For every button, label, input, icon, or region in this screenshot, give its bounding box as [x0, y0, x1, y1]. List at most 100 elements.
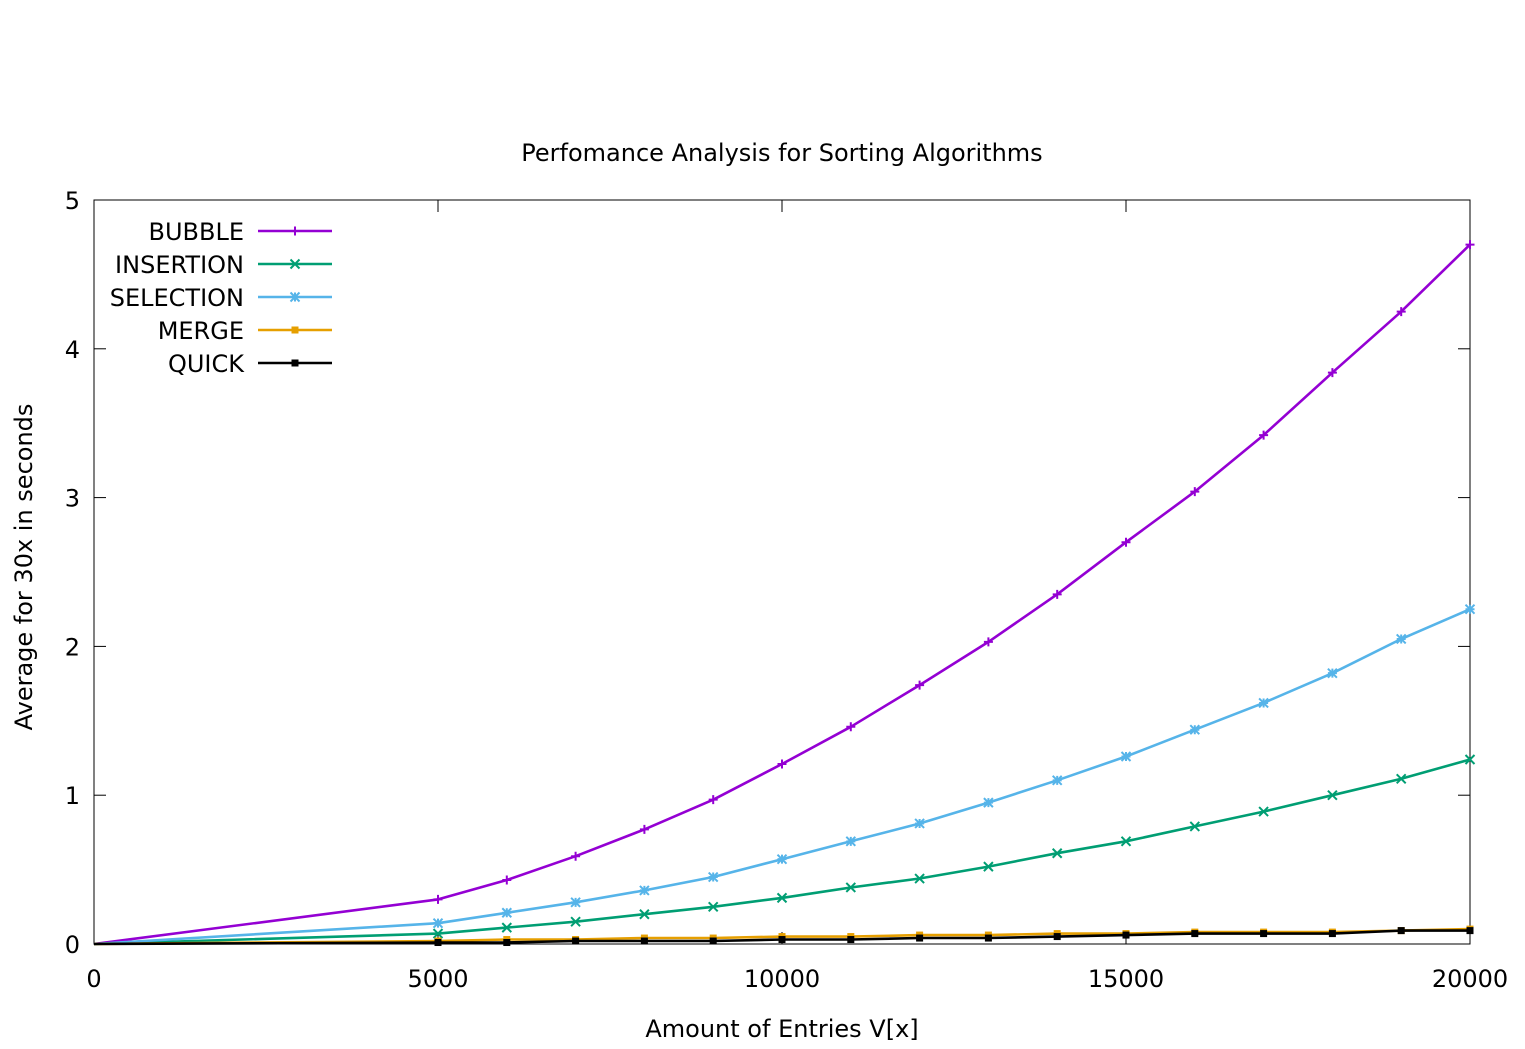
bubble-point	[777, 759, 787, 769]
quick-point	[709, 937, 717, 945]
insertion-point	[914, 873, 925, 884]
bubble-point	[571, 851, 581, 861]
legend: BUBBLE INSERTION SELECTION MERGE QUICK	[110, 218, 332, 378]
insertion-point	[570, 916, 581, 927]
bubble-point	[708, 795, 718, 805]
legend-item-insertion: INSERTION	[115, 251, 332, 279]
insertion-point	[1395, 773, 1407, 785]
plot-frame	[93, 199, 1471, 945]
legend-item-bubble: BUBBLE	[149, 218, 332, 246]
bubble-point	[1396, 307, 1406, 317]
bubble-point	[502, 875, 512, 885]
chart-title: Perfomance Analysis for Sorting Algorith…	[521, 139, 1042, 167]
bubble-point	[1121, 537, 1131, 547]
selection-point	[1120, 751, 1132, 762]
selection-point	[1327, 667, 1338, 679]
selection-point	[1051, 775, 1063, 786]
bubble-point	[846, 722, 856, 732]
insertion-point	[707, 901, 719, 913]
legend-marker-insertion	[289, 258, 301, 270]
legend-label-quick: QUICK	[168, 350, 245, 378]
selection-point	[1189, 724, 1201, 735]
quick-point	[572, 937, 580, 945]
bubble-point	[1465, 240, 1475, 250]
legend-label-selection: SELECTION	[110, 284, 244, 312]
quick-point	[1191, 930, 1199, 938]
insertion-point	[1120, 836, 1132, 847]
y-tick-label: 1	[65, 782, 80, 810]
legend-marker-quick	[291, 359, 299, 367]
quick-point	[916, 934, 924, 942]
quick-point	[1053, 933, 1061, 941]
insertion-point	[1464, 754, 1476, 765]
y-tick-label: 3	[65, 485, 80, 513]
series-quick	[93, 927, 1474, 947]
selection-point	[983, 797, 994, 808]
quick-point	[984, 934, 992, 942]
x-tick-label: 15000	[1088, 965, 1164, 993]
y-tick-label: 5	[65, 187, 80, 215]
quick-point	[1122, 931, 1130, 939]
bubble-point	[639, 824, 649, 834]
x-tick-label: 20000	[1432, 965, 1508, 993]
legend-label-insertion: INSERTION	[115, 251, 244, 279]
selection-line	[93, 608, 1471, 946]
bubble-point	[915, 680, 925, 690]
selection-point	[639, 885, 650, 896]
selection-point	[845, 836, 857, 847]
quick-point	[434, 939, 442, 947]
axis-ticks: 0 5000 10000 15000 20000 0 1 2 3 4 5	[65, 187, 1508, 993]
bubble-line	[93, 243, 1471, 946]
y-tick-label: 2	[65, 633, 80, 661]
plot-border	[93, 199, 1471, 945]
quick-point	[1328, 930, 1336, 938]
legend-item-merge: MERGE	[158, 317, 332, 345]
x-tick-label: 10000	[744, 965, 820, 993]
legend-label-merge: MERGE	[158, 317, 244, 345]
insertion-point	[432, 928, 444, 939]
bubble-point	[1327, 368, 1337, 378]
insertion-point	[1258, 806, 1269, 817]
legend-marker-bubble	[290, 226, 300, 236]
insertion-point	[501, 922, 513, 933]
y-tick-label: 0	[65, 931, 80, 959]
selection-point	[1395, 633, 1407, 645]
series-bubble	[93, 240, 1475, 946]
legend-item-selection: SELECTION	[110, 284, 332, 312]
selection-point	[776, 853, 788, 865]
quick-point	[1397, 927, 1405, 935]
legend-marker-merge	[291, 326, 299, 334]
quick-point	[640, 937, 648, 945]
selection-point	[1258, 697, 1269, 709]
legend-item-quick: QUICK	[168, 350, 332, 378]
quick-point	[778, 936, 786, 944]
y-tick-label: 4	[65, 336, 80, 364]
quick-point	[847, 936, 855, 944]
insertion-point	[776, 892, 788, 904]
series-selection	[93, 603, 1476, 946]
series-layer	[93, 240, 1476, 947]
quick-point	[1260, 930, 1268, 938]
quick-point	[1466, 927, 1474, 935]
insertion-point	[983, 861, 994, 872]
selection-point	[914, 818, 925, 829]
bubble-point	[1259, 430, 1269, 440]
selection-point	[707, 871, 719, 883]
quick-point	[503, 939, 511, 947]
bubble-point	[433, 894, 443, 904]
insertion-point	[639, 909, 650, 920]
selection-point	[432, 917, 444, 929]
selection-point	[1464, 603, 1476, 615]
bubble-point	[1052, 589, 1062, 599]
bubble-point	[983, 637, 993, 647]
selection-point	[501, 907, 513, 918]
series-insertion	[93, 754, 1476, 946]
insertion-point	[1327, 789, 1338, 801]
selection-point	[570, 897, 581, 908]
insertion-point	[1189, 821, 1201, 832]
bubble-point	[1190, 487, 1200, 497]
x-tick-label: 5000	[407, 965, 468, 993]
legend-label-bubble: BUBBLE	[149, 218, 245, 246]
x-tick-label: 0	[86, 965, 101, 993]
